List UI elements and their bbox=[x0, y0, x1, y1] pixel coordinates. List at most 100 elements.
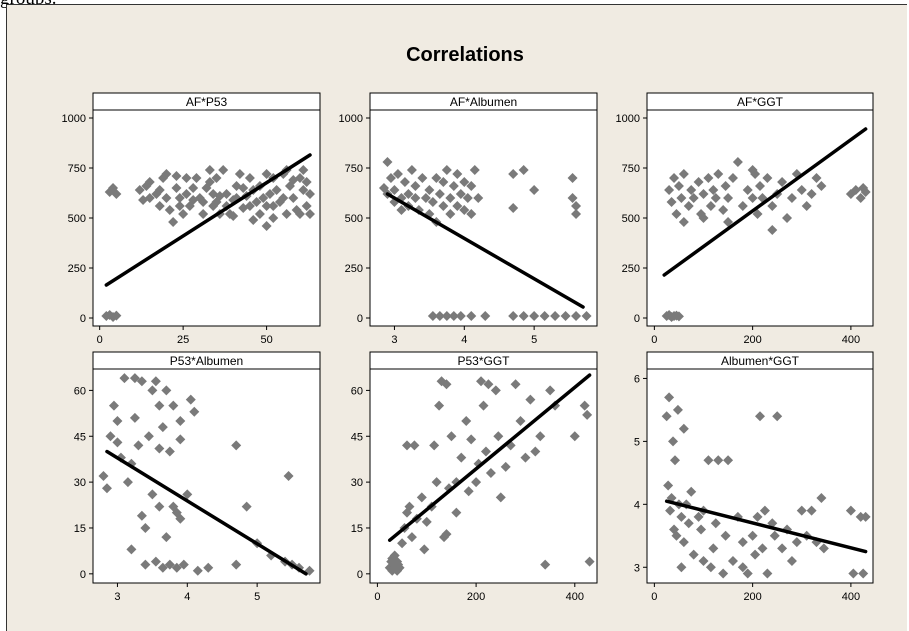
x-tick-label: 0 bbox=[651, 591, 657, 603]
data-point bbox=[119, 373, 130, 384]
data-point bbox=[727, 555, 738, 566]
data-point bbox=[762, 173, 773, 183]
data-point bbox=[461, 415, 472, 426]
y-tick-label: 3 bbox=[634, 562, 640, 574]
data-point bbox=[448, 311, 459, 321]
data-point bbox=[174, 193, 185, 203]
data-point bbox=[188, 195, 199, 205]
y-tick-label: 45 bbox=[74, 431, 86, 443]
panel-title: AF*P53 bbox=[186, 95, 228, 109]
data-point bbox=[288, 175, 299, 185]
fit-line bbox=[664, 499, 868, 554]
data-point bbox=[304, 189, 315, 199]
data-point bbox=[452, 201, 463, 211]
data-point bbox=[818, 543, 829, 554]
data-point bbox=[164, 205, 175, 215]
data-point bbox=[416, 492, 427, 503]
data-point bbox=[451, 507, 462, 518]
data-point bbox=[508, 203, 519, 213]
data-point bbox=[567, 173, 578, 183]
data-point bbox=[171, 562, 182, 573]
data-point bbox=[476, 376, 487, 387]
data-point bbox=[737, 562, 748, 573]
data-point bbox=[816, 493, 827, 504]
data-point bbox=[392, 556, 403, 567]
data-point bbox=[663, 480, 674, 491]
data-point bbox=[530, 446, 541, 457]
data-point bbox=[686, 486, 697, 497]
data-point bbox=[471, 477, 482, 488]
data-point bbox=[191, 173, 202, 183]
data-point bbox=[466, 181, 477, 191]
data-point bbox=[441, 529, 452, 540]
data-point bbox=[571, 209, 582, 219]
data-point bbox=[742, 568, 753, 579]
data-point bbox=[483, 379, 494, 390]
data-point bbox=[198, 197, 209, 207]
data-point bbox=[845, 505, 856, 516]
data-point bbox=[713, 169, 724, 179]
data-point bbox=[271, 185, 282, 195]
data-point bbox=[382, 157, 393, 167]
data-point bbox=[752, 209, 763, 219]
data-point bbox=[462, 193, 473, 203]
data-point bbox=[698, 189, 709, 199]
data-point bbox=[469, 165, 480, 175]
data-point bbox=[664, 185, 675, 195]
data-point bbox=[710, 193, 721, 203]
data-point bbox=[811, 173, 822, 183]
data-point bbox=[228, 211, 239, 221]
data-point bbox=[278, 193, 289, 203]
data-point bbox=[571, 201, 582, 211]
data-point bbox=[161, 193, 172, 203]
x-tick-label: 50 bbox=[260, 334, 272, 346]
data-point bbox=[673, 311, 684, 322]
data-point bbox=[801, 201, 812, 211]
y-tick-label: 1000 bbox=[616, 113, 640, 125]
y-tick-label: 15 bbox=[351, 523, 363, 535]
chart-title: Correlations bbox=[406, 44, 524, 66]
data-point bbox=[404, 501, 415, 512]
data-point bbox=[171, 183, 182, 193]
data-point bbox=[858, 568, 869, 579]
y-tick-label: 250 bbox=[345, 263, 363, 275]
fit-line bbox=[387, 373, 592, 542]
x-tick-label: 0 bbox=[374, 591, 380, 603]
data-point bbox=[111, 189, 122, 199]
data-point bbox=[762, 568, 773, 579]
data-point bbox=[525, 394, 536, 405]
data-point bbox=[189, 406, 200, 417]
data-point bbox=[452, 169, 463, 179]
data-point bbox=[218, 165, 229, 175]
data-point bbox=[665, 505, 676, 516]
data-point bbox=[144, 193, 155, 203]
data-point bbox=[181, 173, 192, 183]
data-point bbox=[666, 197, 677, 207]
y-tick-label: 15 bbox=[74, 523, 86, 535]
data-point bbox=[301, 201, 312, 211]
data-point bbox=[713, 455, 724, 466]
data-point bbox=[683, 518, 694, 529]
panel-title: AF*Albumen bbox=[450, 95, 517, 109]
data-point bbox=[747, 530, 758, 541]
panel-2: AF*Albumen 0 250 500 750 1000 3 4 5 bbox=[339, 92, 598, 346]
data-point bbox=[389, 185, 400, 195]
data-point bbox=[133, 440, 144, 451]
panel-1: AF*P53 0 250 500 750 1000 0 25 50 bbox=[62, 92, 321, 346]
y-tick-label: 6 bbox=[634, 373, 640, 385]
data-point bbox=[258, 193, 269, 203]
data-point bbox=[545, 385, 556, 396]
data-point bbox=[767, 225, 778, 235]
panel-3: AF*GGT 0 250 500 750 1000 0 200 400 bbox=[616, 92, 874, 346]
x-tick-label: 200 bbox=[467, 591, 485, 603]
data-point bbox=[238, 183, 249, 193]
data-point bbox=[392, 169, 403, 179]
data-point bbox=[520, 452, 531, 463]
data-point bbox=[718, 568, 729, 579]
data-point bbox=[441, 379, 452, 390]
data-point bbox=[134, 185, 145, 195]
x-tick-label: 0 bbox=[651, 334, 657, 346]
data-point bbox=[161, 532, 172, 543]
data-point bbox=[850, 185, 861, 195]
data-point bbox=[718, 205, 729, 215]
